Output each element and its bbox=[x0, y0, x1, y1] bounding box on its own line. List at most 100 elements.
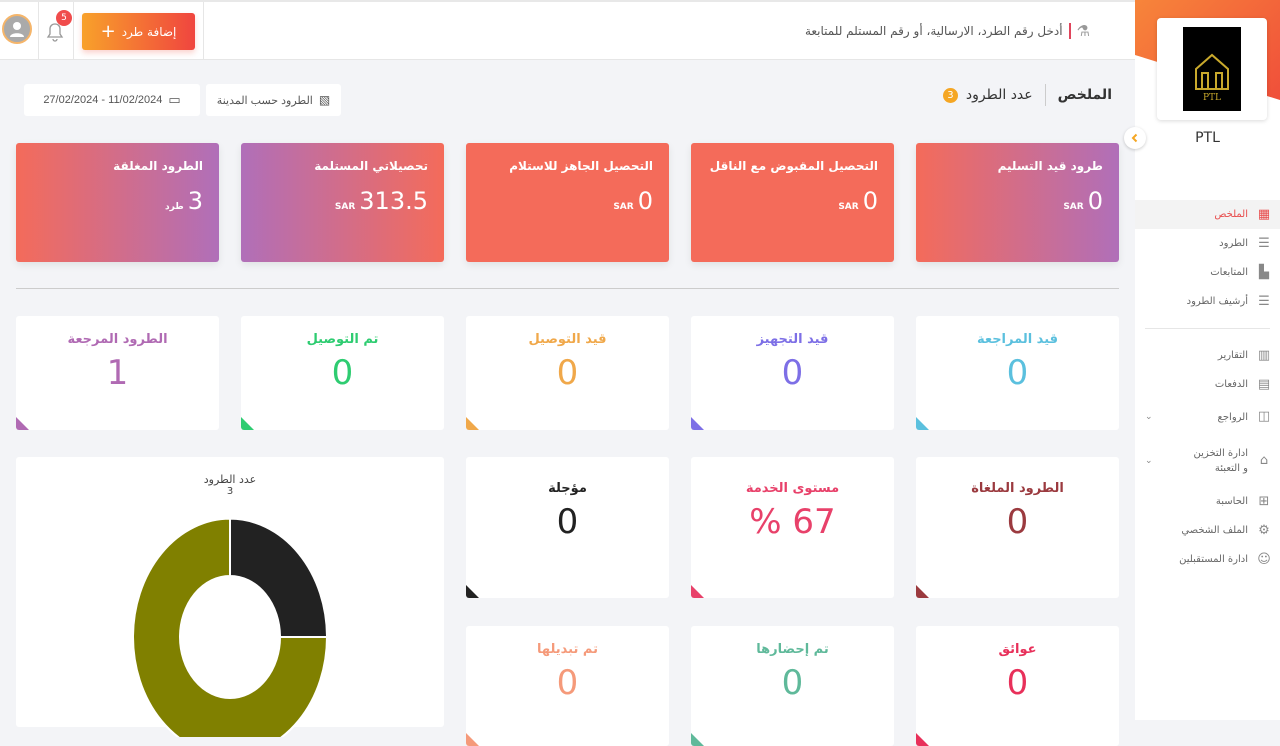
status-value: 0 bbox=[556, 502, 579, 542]
chevron-down-icon: ⌄ bbox=[1145, 456, 1153, 466]
status-card[interactable]: تم تبديلها 0 bbox=[466, 626, 669, 746]
logo: PTL bbox=[1183, 27, 1241, 111]
corner-accent bbox=[466, 733, 479, 746]
status-card[interactable]: قيد التوصيل 0 bbox=[466, 316, 669, 430]
sidebar: PTL PTL ▦ الملخص ☰ الطرود ▙ المتابعات ☰ أرشي… bbox=[1124, 0, 1280, 720]
chevron-left-icon bbox=[1131, 133, 1138, 143]
grid-icon: ▦ bbox=[1257, 206, 1271, 222]
donut-slice[interactable] bbox=[132, 517, 329, 746]
sidebar-item-returns[interactable]: ◫ الرواجع ⌄ bbox=[1145, 409, 1271, 424]
sidebar-item-calculator[interactable]: ⊞ الحاسبة bbox=[1135, 487, 1280, 516]
status-value: 0 bbox=[556, 663, 579, 703]
calculator-icon: ⊞ bbox=[1258, 493, 1270, 509]
donut-slice[interactable] bbox=[229, 517, 329, 638]
parcel-count-badge: 3 bbox=[942, 87, 958, 103]
corner-accent bbox=[916, 733, 929, 746]
status-value: 0 bbox=[781, 663, 804, 703]
status-title: مؤجلة bbox=[548, 481, 587, 496]
corner-accent bbox=[916, 585, 929, 598]
status-card[interactable]: مستوى الخدمة % 67 bbox=[691, 457, 894, 598]
sidebar-item-summary[interactable]: ▦ الملخص bbox=[1135, 200, 1280, 229]
sidebar-item-archive[interactable]: ☰ أرشيف الطرود bbox=[1135, 287, 1280, 316]
status-value: 1 bbox=[106, 353, 129, 393]
sidebar-item-warehousing[interactable]: ⌂ ادارة التخزين و التعبئة ⌄ bbox=[1135, 435, 1280, 487]
sidebar-item-payments[interactable]: ▤ الدفعات bbox=[1214, 376, 1271, 392]
summary-card: التحصيل المقبوض مع الناقل 0 SAR bbox=[691, 143, 894, 262]
gear-icon: ⚙ bbox=[1258, 522, 1270, 538]
logo-card[interactable]: PTL bbox=[1157, 18, 1267, 120]
payments-icon: ▤ bbox=[1257, 376, 1271, 392]
add-parcel-button[interactable]: + إضافة طرد bbox=[82, 13, 195, 50]
sidebar-item-recipients[interactable]: ☺ ادارة المستقبلين bbox=[1179, 551, 1271, 567]
status-value: 0 bbox=[331, 353, 354, 393]
status-title: عوائق bbox=[998, 642, 1037, 657]
status-card[interactable]: الطرود الملغاة 0 bbox=[916, 457, 1119, 598]
donut-chart bbox=[132, 517, 329, 746]
warehouse-icon: ⌂ bbox=[1259, 453, 1269, 468]
status-value: 0 bbox=[1006, 663, 1029, 703]
add-parcel-label: إضافة طرد bbox=[121, 24, 177, 39]
corner-accent bbox=[691, 585, 704, 598]
corner-accent bbox=[916, 417, 929, 430]
sidebar-item-followups[interactable]: ▙ المتابعات bbox=[1135, 258, 1280, 287]
corner-accent bbox=[466, 585, 479, 598]
status-title: قيد التوصيل bbox=[528, 332, 607, 347]
status-title: قيد المراجعة bbox=[976, 332, 1059, 347]
status-value: 0 bbox=[556, 353, 579, 393]
chart-total: 3 bbox=[226, 486, 234, 497]
collapse-sidebar-button[interactable] bbox=[1124, 127, 1146, 149]
users-icon: ☺ bbox=[1257, 551, 1271, 567]
calendar-icon: ▭ bbox=[168, 92, 181, 107]
returns-icon: ◫ bbox=[1257, 409, 1271, 424]
corner-accent bbox=[691, 733, 704, 746]
rows-icon: ☰ bbox=[1258, 293, 1270, 309]
brand-name: PTL bbox=[1195, 130, 1220, 146]
status-title: قيد التجهيز bbox=[756, 332, 829, 347]
status-title: مستوى الخدمة bbox=[745, 481, 840, 496]
corner-accent bbox=[691, 417, 704, 430]
page-title: الملخص bbox=[1057, 87, 1112, 103]
page-header: الملخص عدد الطرود 3 bbox=[942, 84, 1112, 106]
status-card[interactable]: تم التوصيل 0 bbox=[241, 316, 444, 430]
sidebar-item-reports[interactable]: ▥ التقارير bbox=[1217, 347, 1271, 363]
sidebar-item-parcels[interactable]: ☰ الطرود bbox=[1135, 229, 1280, 258]
status-value: % 67 bbox=[749, 502, 836, 542]
boxes-icon: ▙ bbox=[1259, 264, 1269, 280]
status-card[interactable]: قيد المراجعة 0 bbox=[916, 316, 1119, 430]
summary-card: طرود قيد التسليم 0 SAR bbox=[916, 143, 1119, 262]
tracking-search[interactable]: ⚗︎ أدخل رقم الطرد، الارسالية، أو رقم المس… bbox=[805, 22, 1090, 40]
top-bar: 5 + إضافة طرد ⚗︎ أدخل رقم الطرد، الارسالية… bbox=[0, 0, 1135, 60]
avatar[interactable] bbox=[2, 14, 32, 44]
status-value: 0 bbox=[1006, 502, 1029, 542]
user-icon bbox=[10, 22, 24, 37]
bell-icon[interactable] bbox=[46, 22, 64, 42]
status-value: 0 bbox=[781, 353, 804, 393]
status-title: الطرود المرجعة bbox=[67, 332, 168, 347]
date-range-picker[interactable]: 27/02/2024 - 11/02/2024 ▭ bbox=[24, 84, 200, 116]
parcel-count-chart: عدد الطرود 3 bbox=[16, 457, 444, 746]
parcel-count-label: عدد الطرود bbox=[965, 87, 1033, 103]
summary-card: الطرود المغلقة 3 طرد bbox=[16, 143, 219, 262]
chart-title: عدد الطرود bbox=[203, 473, 257, 486]
status-card[interactable]: عوائق 0 bbox=[916, 626, 1119, 746]
corner-accent bbox=[466, 417, 479, 430]
corner-accent bbox=[16, 417, 29, 430]
status-value: 0 bbox=[1006, 353, 1029, 393]
status-title: تم التوصيل bbox=[306, 332, 379, 347]
summary-card: التحصيل الجاهز للاستلام 0 SAR bbox=[466, 143, 669, 262]
status-card[interactable]: مؤجلة 0 bbox=[466, 457, 669, 598]
search-input[interactable]: أدخل رقم الطرد، الارسالية، أو رقم المستل… bbox=[804, 24, 1063, 38]
status-card[interactable]: قيد التجهيز 0 bbox=[691, 316, 894, 430]
status-card[interactable]: تم إحضارها 0 bbox=[691, 626, 894, 746]
chevron-down-icon: ⌄ bbox=[1145, 412, 1153, 422]
excel-icon: ▧ bbox=[318, 93, 331, 107]
status-title: تم تبديلها bbox=[537, 642, 598, 657]
status-title: الطرود الملغاة bbox=[971, 481, 1064, 496]
parcels-by-city-button[interactable]: الطرود حسب المدينة ▧ bbox=[206, 84, 341, 116]
bar-chart-icon: ▥ bbox=[1257, 347, 1271, 363]
status-card[interactable]: الطرود المرجعة 1 bbox=[16, 316, 219, 430]
corner-accent bbox=[241, 417, 254, 430]
sidebar-item-profile[interactable]: ⚙ الملف الشخصي bbox=[1135, 516, 1280, 545]
summary-card: تحصيلاتي المستلمة 313.5 SAR bbox=[241, 143, 444, 262]
notification-badge: 5 bbox=[56, 10, 72, 26]
